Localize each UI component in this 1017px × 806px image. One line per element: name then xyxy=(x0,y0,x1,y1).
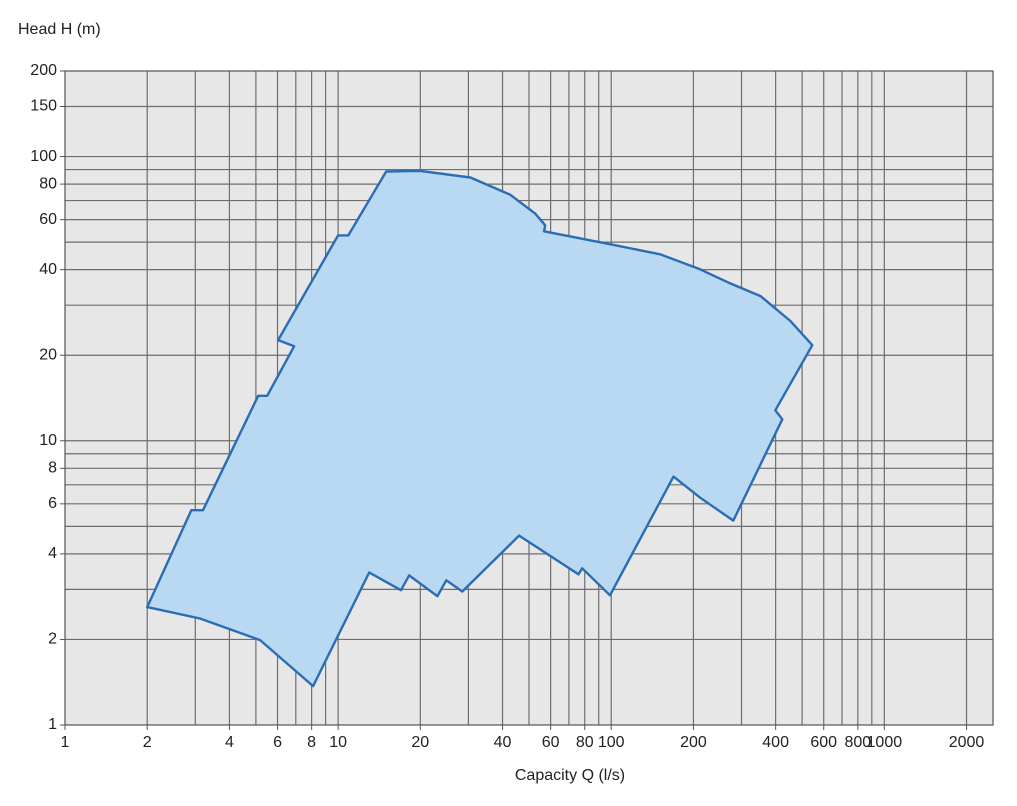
y-tick-label: 4 xyxy=(48,545,57,562)
x-tick-label: 200 xyxy=(680,734,707,751)
x-tick-label: 10 xyxy=(329,734,347,751)
x-tick-label: 1 xyxy=(61,734,70,751)
x-tick-label: 6 xyxy=(273,734,282,751)
y-tick-label: 6 xyxy=(48,495,57,512)
x-tick-label: 100 xyxy=(598,734,625,751)
x-tick-label: 400 xyxy=(762,734,789,751)
x-tick-label: 2000 xyxy=(949,734,985,751)
x-tick-label: 1000 xyxy=(867,734,903,751)
x-tick-label: 2 xyxy=(143,734,152,751)
envelope-area xyxy=(146,169,814,688)
y-tick-label: 8 xyxy=(48,460,57,477)
y-tick-label: 60 xyxy=(39,211,57,228)
x-tick-label: 4 xyxy=(225,734,234,751)
y-tick-label: 200 xyxy=(30,62,57,79)
y-tick-label: 20 xyxy=(39,346,57,363)
y-axis-label: Head H (m) xyxy=(18,21,101,38)
y-tick-label: 40 xyxy=(39,261,57,278)
y-tick-label: 10 xyxy=(39,432,57,449)
y-tick-label: 80 xyxy=(39,175,57,192)
x-axis-label: Capacity Q (l/s) xyxy=(515,767,625,784)
plot-frame xyxy=(64,70,994,726)
x-tick-label: 600 xyxy=(810,734,837,751)
y-tick-label: 1 xyxy=(48,716,57,733)
x-tick-label: 800 xyxy=(845,734,872,751)
x-tick-label: 60 xyxy=(542,734,560,751)
x-tick-label: 40 xyxy=(494,734,512,751)
y-tick-label: 100 xyxy=(30,148,57,165)
y-tick-label: 150 xyxy=(30,98,57,115)
x-tick-label: 8 xyxy=(307,734,316,751)
y-tick-label: 2 xyxy=(48,631,57,648)
x-tick-label: 20 xyxy=(411,734,429,751)
x-tick-label: 80 xyxy=(576,734,594,751)
